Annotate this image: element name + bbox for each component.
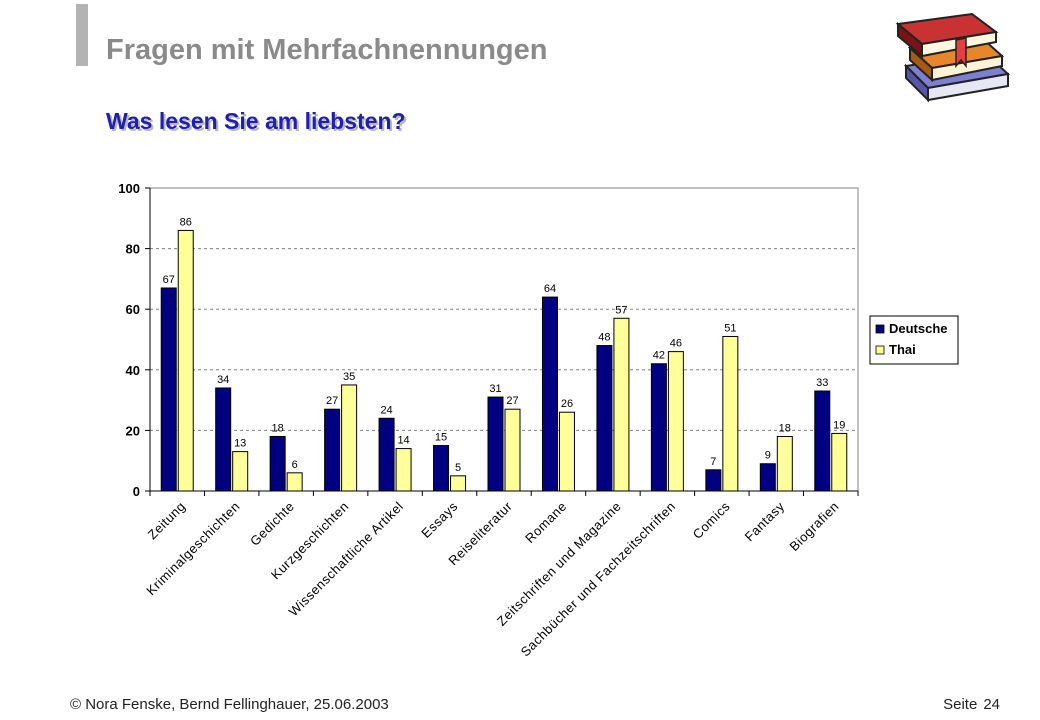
- bar-deutsche: [596, 345, 613, 492]
- bar-thai: [722, 335, 739, 492]
- bar-chart: 0204060801006786Zeitung3413Kriminalgesch…: [118, 181, 959, 659]
- y-tick-label: 60: [126, 302, 140, 317]
- data-label: 26: [561, 398, 573, 410]
- bar-thai: [504, 408, 521, 492]
- stack-of-books-icon: [895, 12, 1011, 103]
- x-tick-label: Essays: [418, 499, 460, 541]
- data-label: 64: [544, 283, 556, 295]
- x-tick-label: Comics: [690, 499, 733, 542]
- data-label: 6: [292, 459, 298, 471]
- data-label: 46: [670, 338, 682, 350]
- data-label: 67: [163, 274, 175, 286]
- bar-thai: [776, 435, 793, 492]
- slide-title: Fragen mit Mehrfachnennungen: [106, 34, 548, 66]
- x-tick-label: Zeitung: [145, 499, 189, 543]
- data-label: 5: [455, 462, 461, 474]
- y-tick-label: 100: [118, 181, 140, 196]
- footer-page-number: 24: [983, 696, 1000, 713]
- bar-deutsche: [433, 445, 450, 492]
- bar-thai: [613, 317, 630, 492]
- data-label: 18: [779, 422, 791, 434]
- x-tick-label: Wissenschaftliche Artikel: [286, 499, 407, 620]
- legend-swatch-deutsche: [875, 324, 885, 334]
- bar-thai: [831, 432, 848, 492]
- data-label: 34: [217, 374, 229, 386]
- bar-deutsche: [324, 408, 341, 492]
- bar-thai: [450, 475, 467, 492]
- data-label: 35: [343, 371, 355, 383]
- data-label: 86: [180, 216, 192, 228]
- data-label: 51: [724, 322, 736, 334]
- data-label: 19: [833, 419, 845, 431]
- bar-thai: [286, 472, 303, 492]
- bar-thai: [667, 351, 684, 492]
- y-tick-label: 40: [126, 363, 140, 378]
- y-tick-label: 0: [133, 484, 140, 499]
- bar-deutsche: [650, 363, 667, 492]
- data-label: 13: [234, 438, 246, 450]
- data-label: 18: [272, 422, 284, 434]
- data-label: 48: [598, 332, 610, 344]
- x-tick-label: Kriminalgeschichten: [143, 499, 243, 599]
- data-label: 27: [506, 395, 518, 407]
- bar-thai: [558, 411, 575, 492]
- data-label: 27: [326, 395, 338, 407]
- bar-thai: [232, 451, 249, 492]
- data-label: 31: [489, 383, 501, 395]
- title-accent-bar: [76, 4, 88, 66]
- bar-deutsche: [705, 469, 722, 492]
- bar-deutsche: [541, 296, 558, 492]
- data-label: 57: [615, 304, 627, 316]
- bar-deutsche: [269, 435, 286, 492]
- data-label: 33: [816, 377, 828, 389]
- slide-subtitle: Was lesen Sie am liebsten?: [106, 108, 406, 134]
- bar-deutsche: [160, 287, 177, 492]
- data-label: 7: [710, 456, 716, 468]
- data-label: 14: [397, 435, 409, 447]
- x-tick-label: Fantasy: [742, 499, 788, 545]
- legend-label-thai: Thai: [889, 342, 916, 357]
- legend-swatch-thai: [875, 345, 885, 355]
- x-tick-label: Gedichte: [247, 499, 297, 549]
- data-label: 42: [653, 350, 665, 362]
- y-tick-label: 80: [126, 242, 140, 257]
- bar-deutsche: [378, 417, 395, 492]
- bar-deutsche: [759, 463, 776, 492]
- data-label: 15: [435, 432, 447, 444]
- bar-deutsche: [487, 396, 504, 492]
- footer-page: Seite 24: [937, 696, 1000, 713]
- plot-area: [149, 187, 859, 492]
- legend-label-deutsche: Deutsche: [889, 321, 948, 336]
- x-tick-label: Biografien: [786, 499, 842, 555]
- legend-box: [869, 315, 959, 365]
- bar-thai: [177, 229, 194, 492]
- x-tick-label: Romane: [522, 499, 569, 546]
- data-label: 24: [380, 404, 392, 416]
- footer-page-label: Seite: [943, 696, 978, 713]
- bar-deutsche: [814, 390, 831, 492]
- bar-deutsche: [215, 387, 232, 492]
- y-tick-label: 20: [126, 423, 140, 438]
- data-label: 9: [765, 450, 771, 462]
- bar-thai: [341, 384, 358, 492]
- bar-thai: [395, 448, 412, 492]
- footer-copyright: © Nora Fenske, Bernd Fellinghauer, 25.06…: [70, 696, 389, 713]
